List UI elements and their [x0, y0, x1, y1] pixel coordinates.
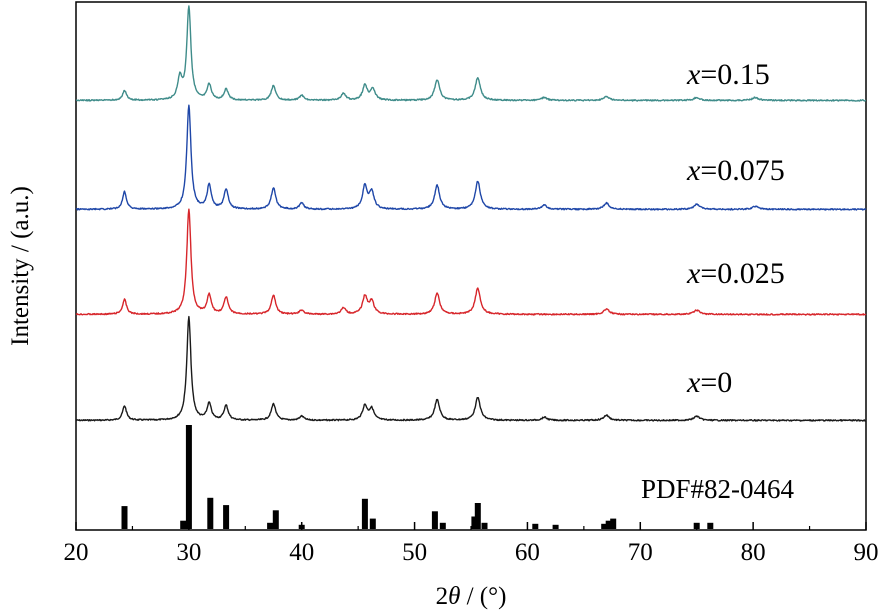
series-label-x0: x=0	[686, 366, 732, 399]
series-line-x0075	[75, 104, 867, 211]
series-label-x0025: x=0.025	[686, 257, 785, 290]
reference-label: PDF#82-0464	[641, 474, 795, 504]
reference-stick	[272, 510, 279, 529]
reference-stick	[439, 522, 446, 529]
series-line-x0025	[75, 208, 867, 316]
reference-stick	[121, 506, 128, 529]
reference-stick	[185, 425, 192, 529]
reference-stick	[223, 505, 230, 529]
x-axis-title: 2θ / (°)	[436, 583, 507, 610]
reference-stick	[361, 498, 368, 529]
reference-stick	[532, 523, 539, 529]
reference-stick	[207, 497, 214, 529]
reference-stick	[610, 518, 617, 529]
series-line-x0	[75, 315, 867, 422]
reference-stick	[693, 522, 700, 529]
reference-stick	[267, 522, 274, 529]
x-tick-label: 30	[176, 539, 201, 566]
x-tick-label: 70	[628, 539, 653, 566]
reference-stick	[707, 522, 714, 529]
reference-stick	[474, 503, 481, 529]
reference-stick	[552, 524, 559, 529]
series-layer	[75, 5, 867, 422]
x-tick-label: 80	[741, 539, 766, 566]
reference-stick	[605, 520, 612, 529]
series-line-x015	[75, 5, 867, 102]
reference-stick	[481, 522, 488, 529]
reference-stick	[471, 516, 478, 529]
x-tick-label: 90	[854, 539, 879, 566]
x-tick-label: 40	[289, 539, 314, 566]
labels-layer: x=0 x=0.025 x=0.075 x=0.15 PDF#82-0464	[641, 58, 795, 504]
y-axis-title: Intensity / (a.u.)	[7, 186, 34, 346]
x-axis: 20 30 40 50 60 70 80 90	[64, 522, 879, 566]
x-tick-label: 60	[515, 539, 540, 566]
reference-stick	[601, 523, 608, 529]
reference-layer	[121, 425, 714, 529]
series-label-x0075: x=0.075	[686, 154, 785, 187]
reference-stick	[180, 520, 187, 529]
reference-stick	[369, 518, 376, 529]
series-label-x015: x=0.15	[686, 58, 770, 91]
x-tick-label: 20	[64, 539, 89, 566]
x-tick-label: 50	[402, 539, 427, 566]
reference-stick	[431, 511, 438, 529]
